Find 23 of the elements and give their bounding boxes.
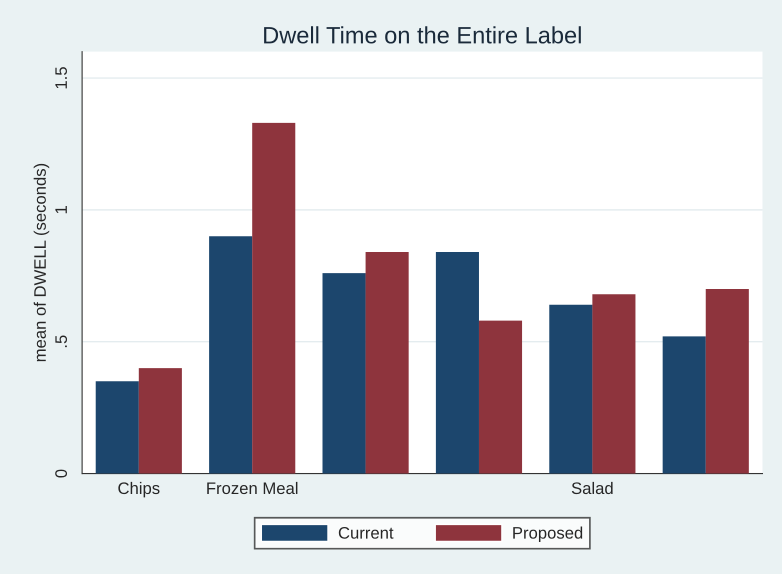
bar [138, 368, 182, 474]
x-tick-label: Chips [118, 482, 160, 498]
bar [322, 273, 366, 474]
bar [366, 252, 409, 474]
bar [478, 320, 522, 474]
y-tick-label: .5 [55, 335, 68, 348]
bar [706, 288, 749, 474]
x-tick-label: Frozen Meal [207, 482, 298, 494]
bar [549, 304, 592, 474]
y-tick-label: 1.5 [55, 67, 68, 88]
y-axis-title: mean of DWELL (seconds) [34, 164, 50, 362]
legend-label: Proposed [513, 526, 582, 542]
y-tick-label: 0 [55, 470, 68, 478]
bar [436, 252, 479, 474]
bar [252, 122, 296, 474]
bar [96, 381, 139, 474]
chart-title: Dwell Time on the Entire Label [264, 26, 581, 44]
y-tick-label: 1 [55, 206, 67, 214]
bar [662, 336, 706, 474]
bar [209, 236, 252, 474]
bar [592, 294, 636, 474]
x-tick-label: Salad [572, 482, 613, 494]
legend-label: Current [338, 526, 394, 539]
